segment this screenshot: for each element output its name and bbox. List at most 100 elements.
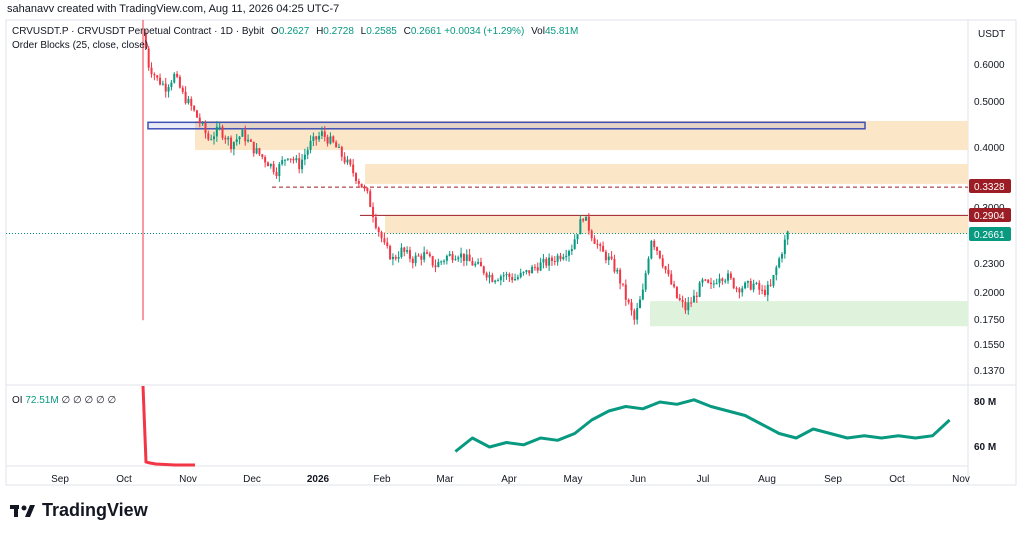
candle-body: [499, 276, 502, 281]
candle-body: [556, 255, 559, 262]
candle-body: [482, 266, 485, 274]
candle-body: [445, 255, 448, 261]
price-tick-label: 0.5000: [974, 97, 1005, 108]
candle-body: [411, 258, 414, 264]
candle-body: [746, 280, 749, 283]
candle-body: [479, 262, 482, 267]
candle-body: [732, 278, 735, 289]
candle-body: [704, 279, 707, 281]
candle-body: [778, 258, 781, 268]
candle-body: [477, 262, 480, 264]
candle-body: [692, 295, 695, 303]
candle-body: [323, 131, 326, 138]
candle-body: [147, 48, 150, 68]
candle-body: [408, 250, 411, 259]
price-tick-label: 0.2000: [974, 288, 1005, 299]
high-value: 0.2728: [323, 26, 354, 37]
candle-body: [448, 254, 451, 256]
oi-legend[interactable]: OI 72.51M ∅ ∅ ∅ ∅ ∅: [12, 395, 116, 406]
close-value: 0.2661: [410, 26, 442, 37]
candle-body: [531, 266, 534, 274]
candles: [144, 29, 789, 325]
candle-body: [204, 123, 207, 134]
candle-body: [505, 273, 508, 276]
candle-body: [164, 83, 167, 92]
candle-body: [465, 254, 468, 261]
order-blocks: [147, 120, 968, 327]
candle-body: [417, 255, 420, 257]
candle-body: [292, 158, 295, 161]
candle-body: [360, 183, 363, 188]
candle-body: [783, 239, 786, 255]
candle-body: [227, 137, 230, 140]
symbol-title: CRVUSDT.P · CRVUSDT Perpetual Contract ·…: [12, 26, 265, 37]
candle-body: [394, 256, 397, 259]
candle-body: [195, 110, 198, 118]
symbol-legend[interactable]: CRVUSDT.P · CRVUSDT Perpetual Contract ·…: [12, 26, 579, 37]
currency-label: USDT: [978, 29, 1005, 40]
candle-body: [585, 216, 588, 221]
candle-body: [440, 261, 443, 263]
candle-body: [187, 98, 190, 104]
candle-body: [511, 277, 514, 281]
candle-body: [548, 257, 551, 266]
candle-body: [562, 256, 565, 260]
price-tick-label: 0.1750: [974, 315, 1005, 326]
open-value: 0.2627: [278, 26, 310, 37]
candle-body: [235, 139, 238, 142]
candle-body: [272, 163, 275, 173]
time-tick-label: Oct: [889, 474, 905, 485]
candle-body: [284, 159, 286, 161]
candle-body: [389, 245, 392, 260]
candle-body: [522, 271, 525, 273]
candle-body: [414, 255, 417, 264]
candle-body: [377, 227, 380, 233]
candle-body: [519, 272, 522, 278]
candle-body: [426, 252, 428, 254]
candle-body: [315, 136, 318, 140]
candle-body: [372, 206, 375, 218]
candle-body: [729, 273, 732, 279]
indicator-legend[interactable]: Order Blocks (25, close, close): [12, 40, 149, 51]
candle-body: [281, 160, 284, 165]
time-tick-label: Mar: [436, 474, 454, 485]
candle-body: [613, 258, 616, 272]
volume-value: 45.81M: [544, 26, 579, 37]
candle-body: [701, 279, 704, 283]
candle-body: [698, 282, 701, 297]
candle-body: [786, 231, 789, 240]
candle-body: [201, 123, 204, 125]
candle-body: [207, 133, 210, 140]
candle-body: [397, 256, 400, 259]
candle-body: [596, 243, 599, 245]
oi-label: OI: [12, 395, 23, 406]
candle-body: [193, 105, 196, 111]
candle-body: [369, 191, 372, 207]
price-label: 0.3328: [974, 182, 1005, 193]
candle-body: [752, 283, 755, 290]
candle-body: [763, 289, 766, 296]
tradingview-logo[interactable]: TradingView: [10, 500, 148, 521]
candle-body: [641, 289, 644, 300]
candle-body: [261, 154, 264, 158]
candle-body: [400, 247, 403, 257]
price-label-bg: [969, 179, 1011, 193]
candle-body: [159, 77, 162, 85]
candle-body: [695, 295, 698, 297]
candle-body: [568, 251, 570, 256]
price-labels: 0.3328 0.2904 0.2661: [969, 179, 1011, 241]
price-tick-label: 0.1370: [974, 366, 1005, 377]
candle-body: [383, 238, 386, 243]
candle-body: [244, 129, 247, 142]
candle-body: [181, 87, 184, 92]
candle-body: [497, 280, 499, 282]
price-tick-label: 0.4000: [974, 143, 1005, 154]
time-tick-label: 2026: [307, 474, 330, 485]
time-tick-label: Oct: [116, 474, 132, 485]
candle-body: [423, 252, 426, 260]
candle-body: [565, 255, 568, 257]
candle-body: [553, 260, 556, 262]
candle-body: [266, 162, 269, 167]
candle-body: [391, 256, 394, 260]
